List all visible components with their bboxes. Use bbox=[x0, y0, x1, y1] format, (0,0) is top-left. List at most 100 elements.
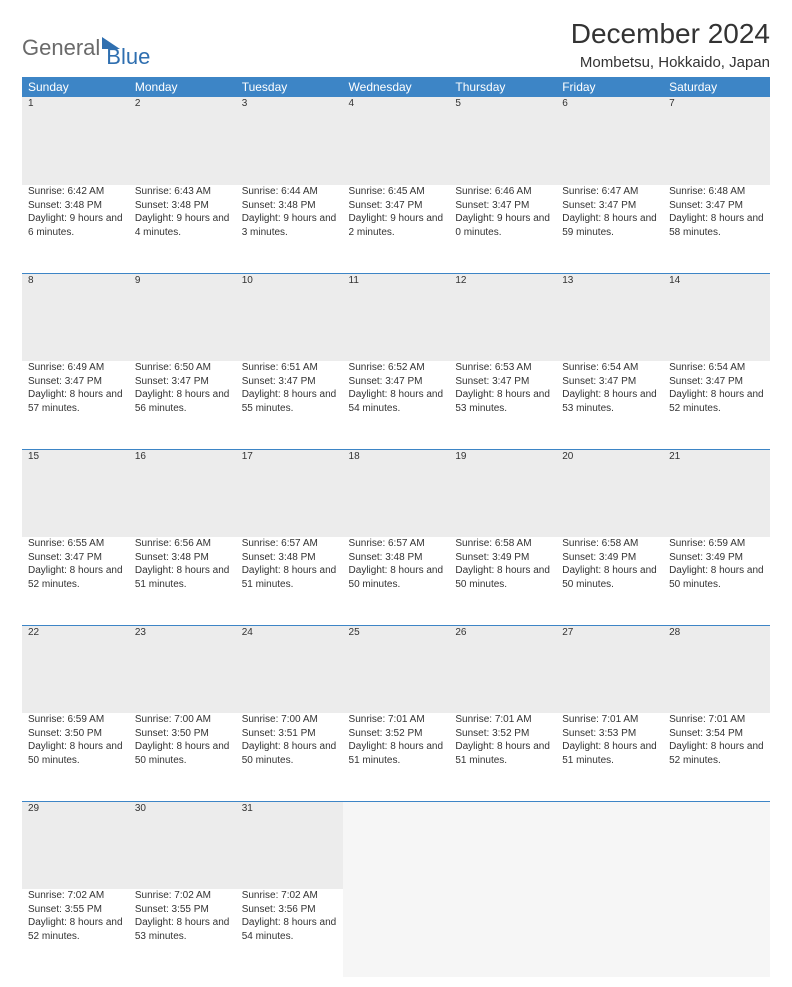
day-cell: Sunrise: 6:52 AMSunset: 3:47 PMDaylight:… bbox=[343, 361, 450, 449]
day-number: 25 bbox=[343, 625, 450, 713]
daylight-text: Daylight: 8 hours and 54 minutes. bbox=[242, 916, 337, 943]
sunrise-text: Sunrise: 6:56 AM bbox=[135, 537, 230, 551]
sunset-text: Sunset: 3:47 PM bbox=[562, 375, 657, 389]
daylight-text: Daylight: 8 hours and 50 minutes. bbox=[349, 564, 444, 591]
day-cell: Sunrise: 6:54 AMSunset: 3:47 PMDaylight:… bbox=[556, 361, 663, 449]
day-number: 29 bbox=[22, 801, 129, 889]
day-number: 30 bbox=[129, 801, 236, 889]
sunset-text: Sunset: 3:48 PM bbox=[28, 199, 123, 213]
sunrise-text: Sunrise: 7:02 AM bbox=[28, 889, 123, 903]
day-number: 19 bbox=[449, 449, 556, 537]
sunset-text: Sunset: 3:47 PM bbox=[455, 375, 550, 389]
sunset-text: Sunset: 3:47 PM bbox=[669, 375, 764, 389]
day-number: 14 bbox=[663, 273, 770, 361]
day-cell: Sunrise: 7:01 AMSunset: 3:52 PMDaylight:… bbox=[343, 713, 450, 801]
sunrise-text: Sunrise: 6:54 AM bbox=[562, 361, 657, 375]
sunset-text: Sunset: 3:53 PM bbox=[562, 727, 657, 741]
daylight-text: Daylight: 8 hours and 51 minutes. bbox=[135, 564, 230, 591]
day-number: 13 bbox=[556, 273, 663, 361]
sunrise-text: Sunrise: 7:00 AM bbox=[242, 713, 337, 727]
daylight-text: Daylight: 8 hours and 54 minutes. bbox=[349, 388, 444, 415]
logo: General Blue bbox=[22, 18, 150, 70]
daylight-text: Daylight: 8 hours and 50 minutes. bbox=[562, 564, 657, 591]
day-cell bbox=[449, 889, 556, 977]
daylight-text: Daylight: 8 hours and 50 minutes. bbox=[28, 740, 123, 767]
day-number: 21 bbox=[663, 449, 770, 537]
day-number-row: 15161718192021 bbox=[22, 449, 770, 537]
daylight-text: Daylight: 8 hours and 58 minutes. bbox=[669, 212, 764, 239]
day-number: 12 bbox=[449, 273, 556, 361]
sunrise-text: Sunrise: 7:02 AM bbox=[242, 889, 337, 903]
day-number bbox=[556, 801, 663, 889]
sunset-text: Sunset: 3:52 PM bbox=[455, 727, 550, 741]
day-number bbox=[343, 801, 450, 889]
sunset-text: Sunset: 3:52 PM bbox=[349, 727, 444, 741]
day-number: 23 bbox=[129, 625, 236, 713]
day-number: 24 bbox=[236, 625, 343, 713]
sunrise-text: Sunrise: 6:45 AM bbox=[349, 185, 444, 199]
day-number: 27 bbox=[556, 625, 663, 713]
day-number: 31 bbox=[236, 801, 343, 889]
daylight-text: Daylight: 9 hours and 0 minutes. bbox=[455, 212, 550, 239]
sunrise-text: Sunrise: 6:59 AM bbox=[28, 713, 123, 727]
sunrise-text: Sunrise: 6:55 AM bbox=[28, 537, 123, 551]
daylight-text: Daylight: 8 hours and 50 minutes. bbox=[135, 740, 230, 767]
day-number-row: 891011121314 bbox=[22, 273, 770, 361]
weekday-header: Sunday bbox=[22, 77, 129, 97]
sunrise-text: Sunrise: 6:57 AM bbox=[242, 537, 337, 551]
weekday-header-row: Sunday Monday Tuesday Wednesday Thursday… bbox=[22, 77, 770, 97]
day-number: 10 bbox=[236, 273, 343, 361]
sunset-text: Sunset: 3:49 PM bbox=[455, 551, 550, 565]
weekday-header: Friday bbox=[556, 77, 663, 97]
day-cell: Sunrise: 6:46 AMSunset: 3:47 PMDaylight:… bbox=[449, 185, 556, 273]
day-cell: Sunrise: 6:59 AMSunset: 3:50 PMDaylight:… bbox=[22, 713, 129, 801]
day-cell: Sunrise: 6:44 AMSunset: 3:48 PMDaylight:… bbox=[236, 185, 343, 273]
day-number: 6 bbox=[556, 97, 663, 185]
day-cell: Sunrise: 6:51 AMSunset: 3:47 PMDaylight:… bbox=[236, 361, 343, 449]
sunrise-text: Sunrise: 7:01 AM bbox=[669, 713, 764, 727]
daylight-text: Daylight: 8 hours and 52 minutes. bbox=[669, 388, 764, 415]
sunrise-text: Sunrise: 6:58 AM bbox=[455, 537, 550, 551]
day-number: 20 bbox=[556, 449, 663, 537]
day-number: 15 bbox=[22, 449, 129, 537]
logo-text-general: General bbox=[22, 35, 100, 61]
day-cell: Sunrise: 7:02 AMSunset: 3:56 PMDaylight:… bbox=[236, 889, 343, 977]
daylight-text: Daylight: 8 hours and 51 minutes. bbox=[242, 564, 337, 591]
sunrise-text: Sunrise: 6:53 AM bbox=[455, 361, 550, 375]
day-cell: Sunrise: 6:42 AMSunset: 3:48 PMDaylight:… bbox=[22, 185, 129, 273]
location: Mombetsu, Hokkaido, Japan bbox=[571, 54, 770, 71]
day-number: 4 bbox=[343, 97, 450, 185]
sunset-text: Sunset: 3:47 PM bbox=[349, 199, 444, 213]
day-cell: Sunrise: 7:01 AMSunset: 3:52 PMDaylight:… bbox=[449, 713, 556, 801]
daylight-text: Daylight: 8 hours and 53 minutes. bbox=[455, 388, 550, 415]
sunset-text: Sunset: 3:47 PM bbox=[28, 375, 123, 389]
sunset-text: Sunset: 3:54 PM bbox=[669, 727, 764, 741]
day-cell: Sunrise: 7:00 AMSunset: 3:50 PMDaylight:… bbox=[129, 713, 236, 801]
sunset-text: Sunset: 3:47 PM bbox=[242, 375, 337, 389]
day-number: 2 bbox=[129, 97, 236, 185]
day-number-row: 22232425262728 bbox=[22, 625, 770, 713]
weekday-header: Tuesday bbox=[236, 77, 343, 97]
sunrise-text: Sunrise: 6:54 AM bbox=[669, 361, 764, 375]
day-cell: Sunrise: 7:01 AMSunset: 3:53 PMDaylight:… bbox=[556, 713, 663, 801]
sunrise-text: Sunrise: 6:49 AM bbox=[28, 361, 123, 375]
sunrise-text: Sunrise: 7:01 AM bbox=[455, 713, 550, 727]
day-number-row: 293031 bbox=[22, 801, 770, 889]
sunset-text: Sunset: 3:47 PM bbox=[349, 375, 444, 389]
sunset-text: Sunset: 3:48 PM bbox=[242, 199, 337, 213]
sunset-text: Sunset: 3:47 PM bbox=[28, 551, 123, 565]
day-number-row: 1234567 bbox=[22, 97, 770, 185]
sunrise-text: Sunrise: 6:42 AM bbox=[28, 185, 123, 199]
sunrise-text: Sunrise: 6:46 AM bbox=[455, 185, 550, 199]
day-content-row: Sunrise: 6:59 AMSunset: 3:50 PMDaylight:… bbox=[22, 713, 770, 801]
month-title: December 2024 bbox=[571, 18, 770, 50]
header: General Blue December 2024 Mombetsu, Hok… bbox=[22, 18, 770, 71]
sunset-text: Sunset: 3:48 PM bbox=[349, 551, 444, 565]
daylight-text: Daylight: 8 hours and 53 minutes. bbox=[562, 388, 657, 415]
calendar-page: General Blue December 2024 Mombetsu, Hok… bbox=[0, 0, 792, 987]
day-cell: Sunrise: 7:02 AMSunset: 3:55 PMDaylight:… bbox=[129, 889, 236, 977]
sunrise-text: Sunrise: 6:59 AM bbox=[669, 537, 764, 551]
sunrise-text: Sunrise: 6:52 AM bbox=[349, 361, 444, 375]
day-number: 1 bbox=[22, 97, 129, 185]
weekday-header: Wednesday bbox=[343, 77, 450, 97]
